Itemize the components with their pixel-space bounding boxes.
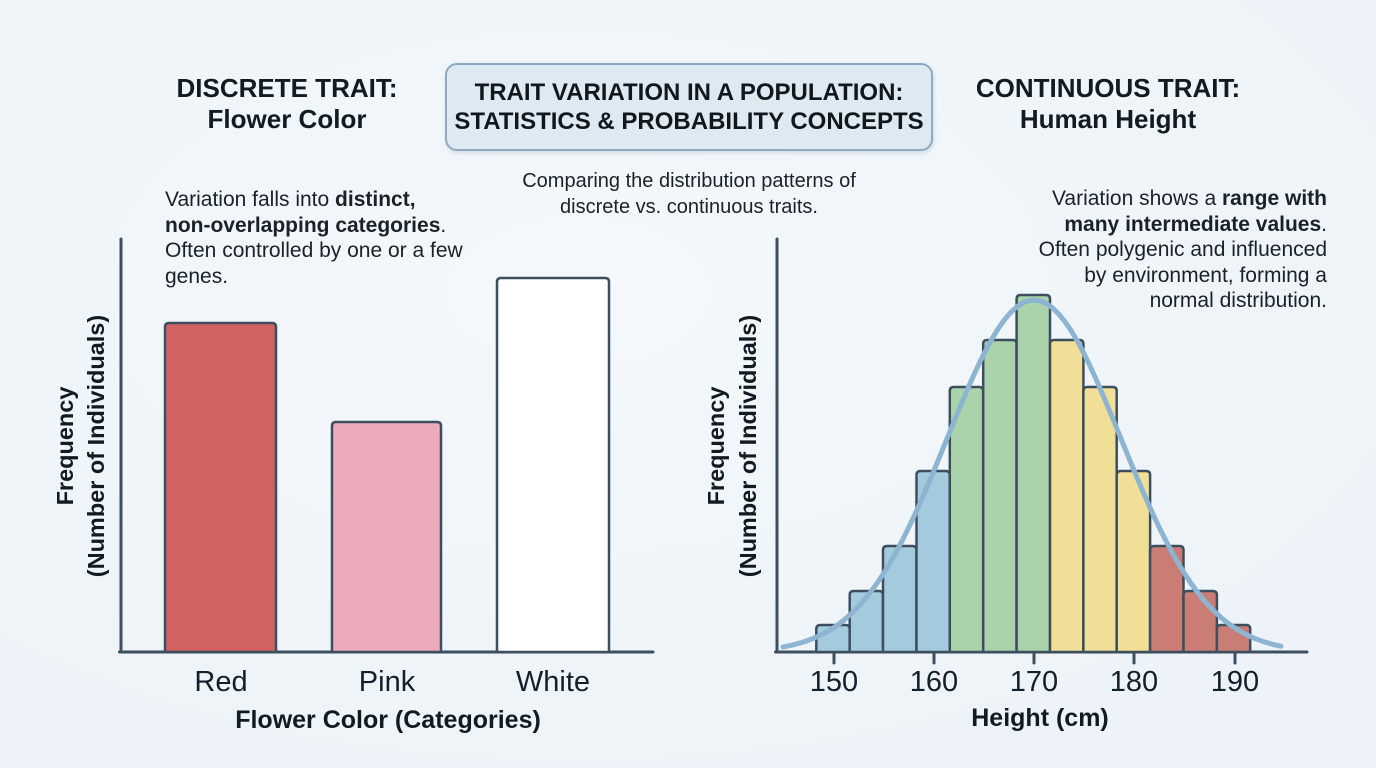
svg-text:Frequency: Frequency xyxy=(52,387,78,506)
svg-text:Height (cm): Height (cm) xyxy=(971,704,1109,732)
svg-text:(Number of Individuals): (Number of Individuals) xyxy=(735,315,761,577)
svg-text:180: 180 xyxy=(1110,666,1158,698)
svg-text:Flower Color (Categories): Flower Color (Categories) xyxy=(235,706,541,734)
svg-text:Frequency: Frequency xyxy=(703,387,729,506)
svg-text:170: 170 xyxy=(1010,666,1058,698)
svg-text:Pink: Pink xyxy=(359,666,416,698)
svg-text:Red: Red xyxy=(194,666,247,698)
svg-text:White: White xyxy=(516,666,590,698)
svg-text:(Number of Individuals): (Number of Individuals) xyxy=(83,315,109,577)
svg-text:150: 150 xyxy=(810,666,858,698)
svg-text:160: 160 xyxy=(910,666,958,698)
svg-text:190: 190 xyxy=(1211,666,1259,698)
